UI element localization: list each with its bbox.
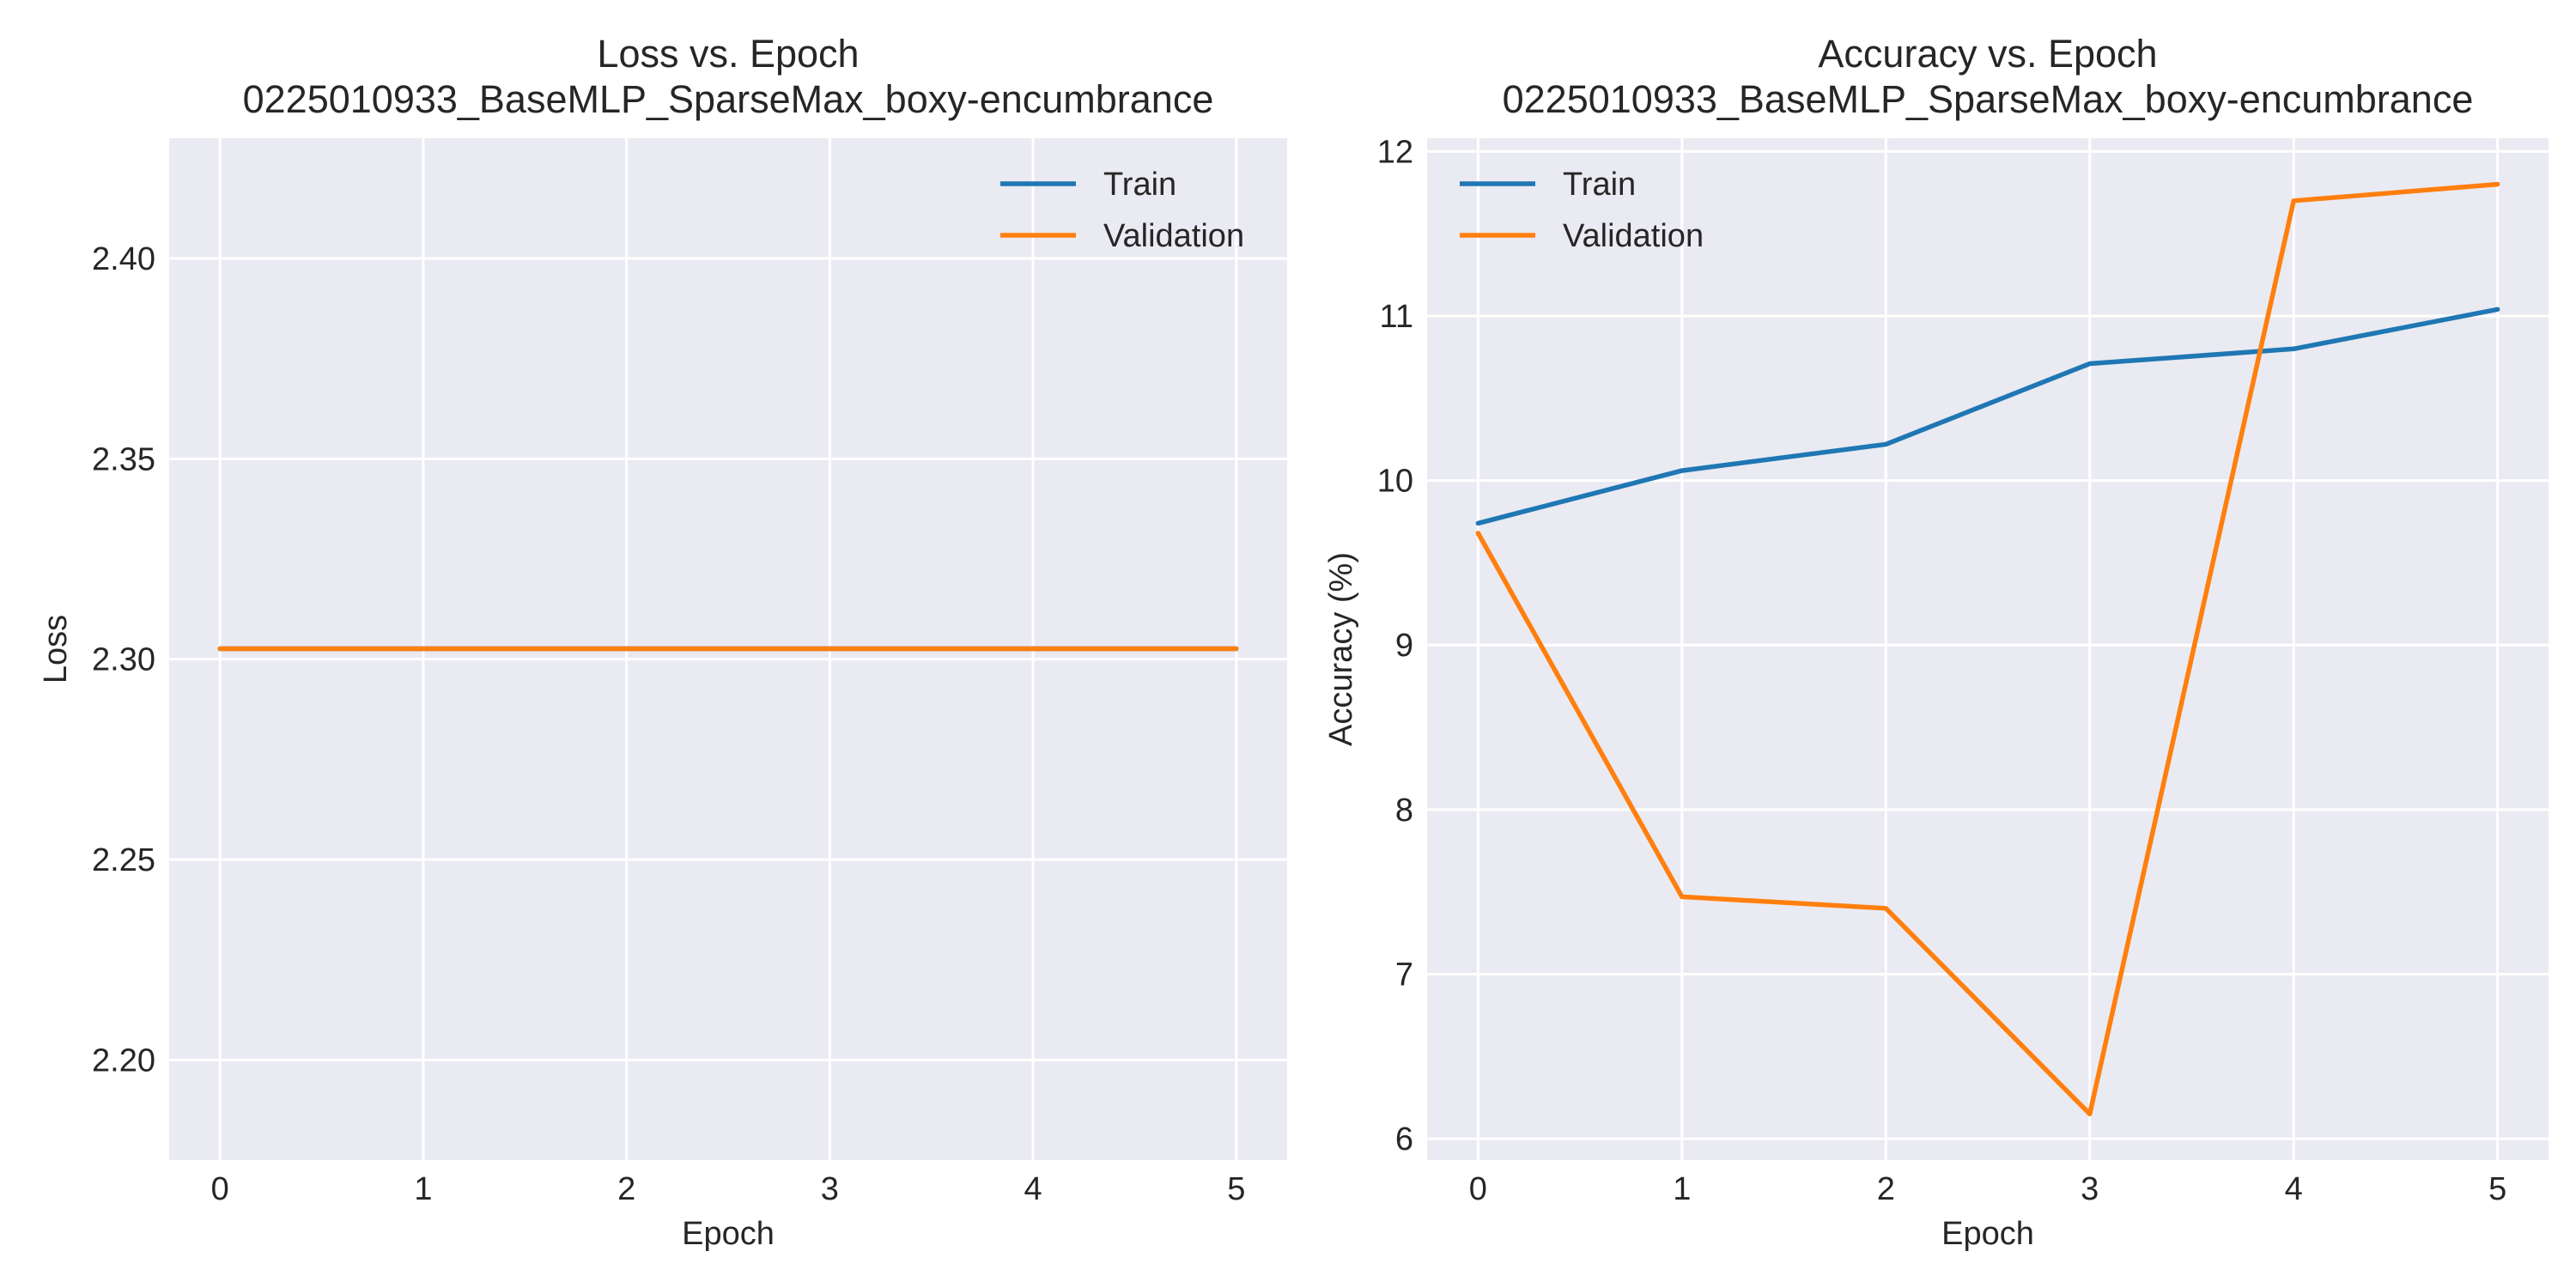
accuracy-chart: Accuracy vs. Epoch 0225010933_BaseMLP_Sp…: [1323, 32, 2549, 1252]
x-tick-label: 5: [2488, 1171, 2506, 1207]
chart-title: Accuracy vs. Epoch: [1818, 32, 2157, 76]
y-axis-label: Accuracy (%): [1323, 552, 1359, 746]
x-tick-label: 2: [1877, 1171, 1895, 1207]
y-axis-label: Loss: [38, 615, 74, 683]
x-tick-label: 1: [1673, 1171, 1691, 1207]
x-tick-labels: 0 1 2 3 4 5: [211, 1171, 1246, 1207]
x-tick-label: 0: [211, 1171, 229, 1207]
series-lines: [1475, 181, 2500, 1117]
legend-label: Train: [1103, 167, 1176, 203]
x-tick-label: 4: [2285, 1171, 2303, 1207]
y-tick-label: 7: [1395, 957, 1413, 993]
y-tick-label: 2.30: [92, 642, 155, 678]
loss-chart: Loss vs. Epoch 0225010933_BaseMLP_Sparse…: [38, 32, 1287, 1252]
gridlines: [169, 138, 1287, 1160]
y-tick-label: 2.40: [92, 241, 155, 277]
y-tick-labels: 2.20 2.25 2.30 2.35 2.40: [92, 241, 155, 1078]
legend: Train Validation: [1000, 167, 1244, 254]
gridlines: [1427, 138, 2549, 1160]
chart-title: Loss vs. Epoch: [597, 32, 859, 76]
y-tick-label: 2.25: [92, 842, 155, 878]
chart-subtitle: 0225010933_BaseMLP_SparseMax_boxy-encumb…: [243, 77, 1214, 121]
x-tick-label: 1: [414, 1171, 432, 1207]
x-tick-labels: 0 1 2 3 4 5: [1469, 1171, 2506, 1207]
y-tick-label: 2.35: [92, 441, 155, 477]
legend-label: Validation: [1563, 218, 1704, 254]
y-tick-label: 12: [1377, 134, 1413, 170]
y-tick-labels: 6 7 8 9 10 11 12: [1377, 134, 1413, 1157]
series-line-validation: [1475, 181, 2500, 1117]
y-tick-label: 10: [1377, 464, 1413, 500]
x-tick-label: 2: [617, 1171, 635, 1207]
y-tick-label: 6: [1395, 1121, 1413, 1157]
legend: Train Validation: [1460, 167, 1704, 254]
x-tick-label: 4: [1024, 1171, 1042, 1207]
x-tick-label: 5: [1227, 1171, 1245, 1207]
x-tick-label: 0: [1469, 1171, 1487, 1207]
chart-subtitle: 0225010933_BaseMLP_SparseMax_boxy-encumb…: [1503, 77, 2474, 121]
x-axis-label: Epoch: [682, 1216, 775, 1252]
y-tick-label: 9: [1395, 628, 1413, 664]
legend-label: Train: [1563, 167, 1636, 203]
y-tick-label: 11: [1380, 299, 1413, 335]
legend-label: Validation: [1103, 218, 1244, 254]
y-tick-label: 2.20: [92, 1042, 155, 1078]
x-axis-label: Epoch: [1941, 1216, 2034, 1252]
x-tick-label: 3: [821, 1171, 839, 1207]
x-tick-label: 3: [2081, 1171, 2099, 1207]
y-tick-label: 8: [1395, 793, 1413, 829]
plot-area: [1427, 138, 2549, 1160]
series-line-train: [1475, 307, 2500, 526]
